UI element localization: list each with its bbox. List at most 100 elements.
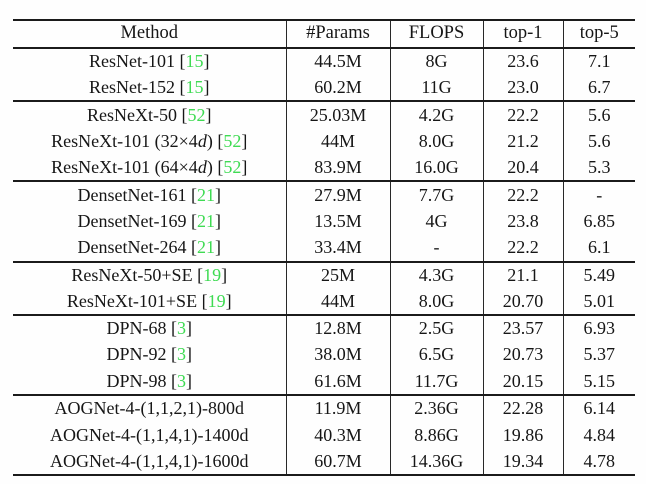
citation-ref[interactable]: 19 — [203, 264, 222, 285]
citation-ref[interactable]: 21 — [196, 237, 215, 258]
top1-cell: 20.15 — [482, 368, 563, 395]
method-name: DPN-92 — [106, 344, 167, 365]
citation-bracket-close: ] — [205, 104, 212, 125]
method-name: AOGNet-4-(1,1,2,1)-800d — [54, 398, 244, 419]
citation-bracket-close: ] — [203, 77, 210, 98]
method-name: ResNet-101 — [89, 51, 175, 72]
flops-cell: 4.3G — [389, 260, 483, 289]
table-header: Method #Params FLOPS top-1 top-5 — [13, 20, 635, 49]
method-cell: ResNeXt-101+SE [19] — [13, 288, 286, 315]
column-header-top1: top-1 — [482, 20, 563, 49]
top1-cell: 21.2 — [482, 128, 563, 155]
table-row: DensetNet-264 [21] 33.4M -22.2 6.1 — [13, 234, 635, 262]
table-row: DensetNet-161 [21] 27.9M 7.7G 22.2- — [13, 180, 635, 209]
top1-cell: 22.2 — [482, 180, 563, 209]
citation-bracket-open: [ — [166, 318, 177, 339]
citation-bracket-close: ] — [203, 51, 210, 72]
citation-ref[interactable]: 3 — [177, 344, 186, 365]
top5-cell: 6.1 — [562, 234, 635, 262]
citation-bracket-open: [ — [176, 104, 188, 125]
top1-cell: 19.34 — [482, 448, 563, 475]
table-row: DPN-68 [3] 12.8M 2.5G 23.57 6.93 — [13, 313, 635, 342]
top1-cell: 20.4 — [482, 154, 563, 182]
citation-bracket-open: [ — [186, 237, 197, 258]
citation-bracket-open: [ — [197, 290, 208, 311]
top5-cell: 4.84 — [562, 421, 635, 449]
top1-cell: 23.6 — [482, 47, 563, 75]
citation-bracket-close: ] — [214, 211, 221, 232]
top5-cell: 6.14 — [562, 393, 635, 422]
top1-cell: 19.86 — [482, 421, 563, 449]
column-header-flops: FLOPS — [389, 20, 483, 49]
params-cell: 25.03M — [285, 100, 390, 129]
citation-bracket-open: [ — [174, 51, 186, 72]
method-cell: DensetNet-161 [21] — [13, 180, 286, 209]
params-cell: 27.9M — [285, 180, 390, 209]
citation-bracket-open: [ — [166, 370, 177, 391]
flops-cell: 16.0G — [389, 154, 483, 182]
flops-cell: - — [389, 234, 483, 262]
results-table: Method #Params FLOPS top-1 top-5 ResNet-… — [13, 19, 635, 476]
params-cell: 25M — [285, 260, 390, 289]
method-cell: ResNeXt-50+SE [19] — [13, 260, 286, 289]
citation-ref[interactable]: 15 — [185, 51, 204, 72]
citation-ref[interactable]: 15 — [185, 77, 204, 98]
top5-cell: 5.6 — [562, 100, 635, 129]
top5-cell: 6.7 — [562, 74, 635, 102]
table-row: ResNet-101 [15] 44.5M 8G 23.6 7.1 — [13, 47, 635, 75]
citation-bracket-open: [ — [186, 211, 197, 232]
citation-ref[interactable]: 52 — [223, 130, 242, 151]
flops-cell: 11G — [389, 74, 483, 102]
top1-cell: 23.8 — [482, 208, 563, 235]
method-cell: DPN-92 [3] — [13, 342, 286, 369]
citation-ref[interactable]: 52 — [187, 104, 206, 125]
flops-cell: 2.36G — [389, 393, 483, 422]
method-name: ResNet-152 — [89, 77, 175, 98]
table-row: ResNet-152 [15] 60.2M 11G 23.0 6.7 — [13, 74, 635, 102]
column-header-params: #Params — [285, 20, 390, 49]
method-name: ResNeXt-101 (32×4d) — [51, 130, 213, 151]
params-cell: 61.6M — [285, 368, 390, 395]
flops-cell: 8.86G — [389, 421, 483, 449]
top5-cell: 5.6 — [562, 128, 635, 155]
method-name: DensetNet-169 — [77, 211, 187, 232]
table-row: AOGNet-4-(1,1,4,1)-1600d 60.7M 14.36G 19.34… — [13, 448, 635, 475]
citation-ref[interactable]: 19 — [207, 290, 226, 311]
flops-cell: 2.5G — [389, 313, 483, 342]
method-cell: ResNet-101 [15] — [13, 47, 286, 75]
params-cell: 44.5M — [285, 47, 390, 75]
method-cell: DensetNet-169 [21] — [13, 208, 286, 235]
top1-cell: 22.2 — [482, 234, 563, 262]
top5-cell: 6.85 — [562, 208, 635, 235]
top5-cell: 5.37 — [562, 341, 635, 369]
citation-bracket-close: ] — [241, 130, 248, 151]
method-name: DPN-98 — [106, 370, 167, 391]
table-row: ResNeXt-101 (64×4d) [52] 83.9M 16.0G 20.4 5.… — [13, 154, 635, 182]
method-name: ResNeXt-50 — [87, 104, 177, 125]
citation-bracket-open: [ — [212, 157, 224, 178]
citation-bracket-open: [ — [174, 77, 186, 98]
citation-ref[interactable]: 3 — [177, 370, 186, 391]
method-cell: AOGNet-4-(1,1,4,1)-1400d — [13, 422, 286, 449]
table-row: ResNeXt-50+SE [19] 25M 4.3G 21.1 5.49 — [13, 260, 635, 289]
params-cell: 83.9M — [285, 154, 390, 182]
params-cell: 44M — [285, 288, 390, 315]
citation-bracket-open: [ — [212, 130, 224, 151]
top1-cell: 20.73 — [482, 341, 563, 369]
citation-ref[interactable]: 52 — [223, 157, 242, 178]
table-row: ResNeXt-101 (32×4d) [52] 44M 8.0G 21.2 5.6 — [13, 128, 635, 155]
citation-ref[interactable]: 21 — [196, 211, 215, 232]
table-row: DPN-98 [3] 61.6M 11.7G 20.15 5.15 — [13, 368, 635, 395]
flops-cell: 8G — [389, 47, 483, 75]
params-cell: 33.4M — [285, 234, 390, 262]
table-body: ResNet-101 [15] 44.5M 8G 23.6 7.1 ResNet-152 … — [13, 47, 635, 475]
table-row: ResNeXt-101+SE [19] 44M 8.0G 20.70 5.01 — [13, 288, 635, 315]
flops-cell: 14.36G — [389, 448, 483, 475]
top5-cell: 6.93 — [562, 313, 635, 342]
params-cell: 12.8M — [285, 313, 390, 342]
method-name: ResNeXt-101+SE — [66, 290, 198, 311]
citation-ref[interactable]: 3 — [177, 318, 186, 339]
citation-ref[interactable]: 21 — [196, 184, 215, 205]
method-cell: DensetNet-264 [21] — [13, 235, 286, 262]
